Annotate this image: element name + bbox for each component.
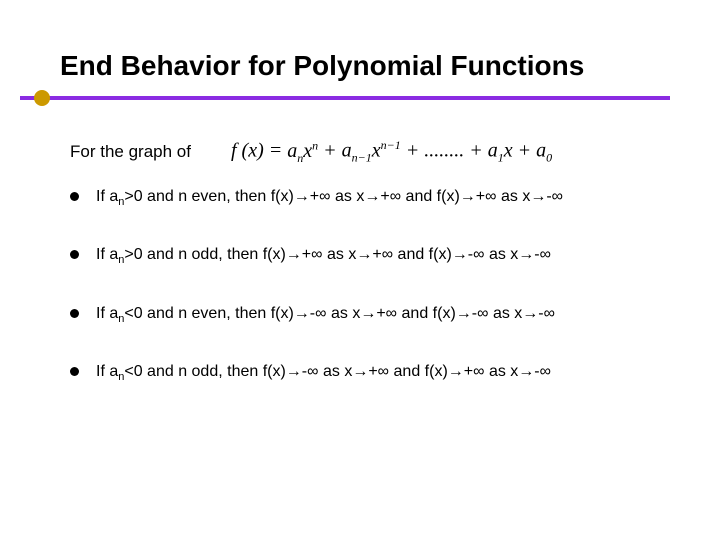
bullet-item: If an<0 and n odd, then f(x)→-∞ as x→+∞ … [70,361,670,386]
slide: End Behavior for Polynomial Functions Fo… [0,0,720,540]
underline-bar [20,96,670,100]
subtitle-text: For the graph of [70,142,191,162]
accent-dot-icon [34,90,50,106]
bullet-list: If an>0 and n even, then f(x)→+∞ as x→+∞… [70,186,670,386]
polynomial-formula: f (x) = anxn + an−1xn−1 + ........ + a1x… [231,138,552,166]
bullet-item: If an>0 and n odd, then f(x)→+∞ as x→+∞ … [70,244,670,269]
slide-title: End Behavior for Polynomial Functions [60,50,670,82]
bullet-item: If an<0 and n even, then f(x)→-∞ as x→+∞… [70,303,670,328]
title-underline [20,96,670,110]
subtitle-row: For the graph of f (x) = anxn + an−1xn−1… [70,138,670,166]
bullet-item: If an>0 and n even, then f(x)→+∞ as x→+∞… [70,186,670,211]
